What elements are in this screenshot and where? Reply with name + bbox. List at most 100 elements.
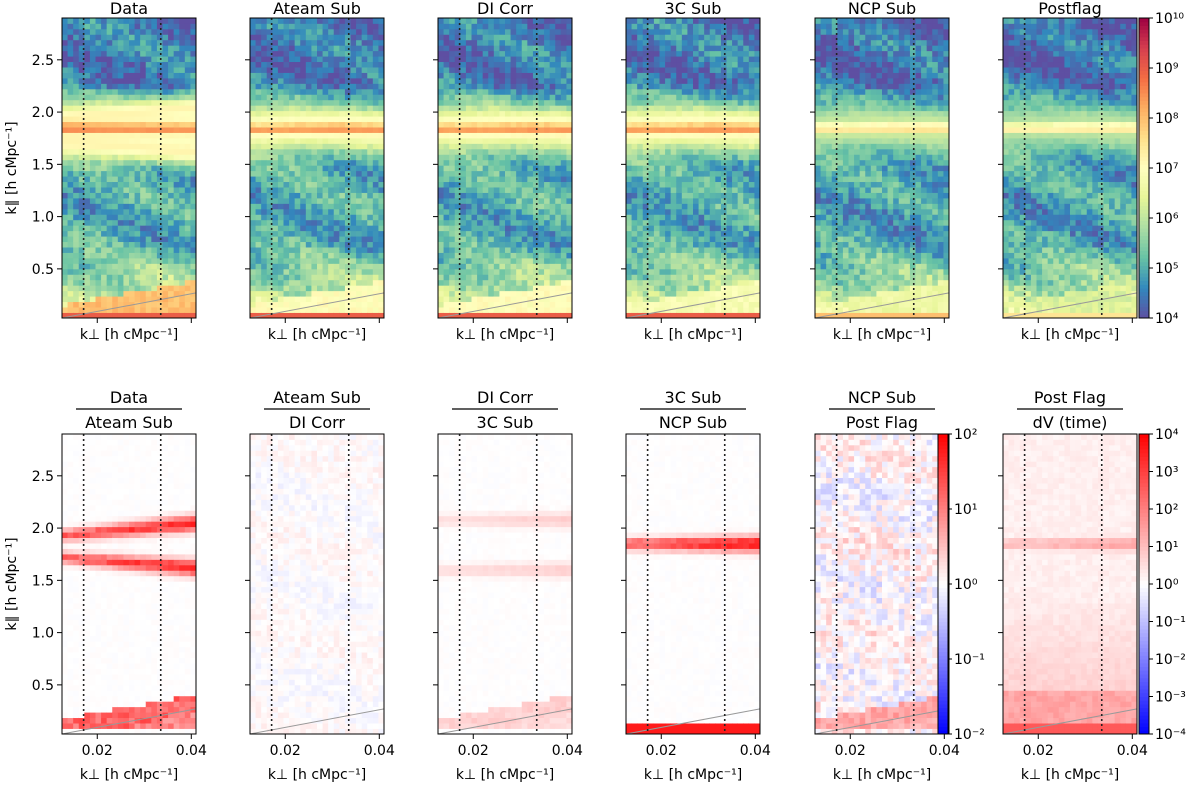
heatmap-cell [179, 187, 185, 193]
heatmap-cell [284, 203, 290, 209]
heatmap-cell [362, 193, 368, 199]
heatmap-cell [107, 116, 113, 122]
heatmap-cell [561, 193, 567, 199]
heatmap-cell [168, 193, 174, 199]
heatmap-cell [488, 258, 494, 264]
heatmap-cell [151, 242, 157, 248]
heatmap-cell [704, 187, 710, 193]
heatmap-cell [555, 236, 561, 242]
heatmap-cell [84, 274, 90, 280]
heatmap-cell [539, 40, 545, 46]
heatmap-cell [488, 56, 494, 62]
heatmap-cell [317, 89, 323, 95]
heatmap-cell [483, 269, 489, 275]
heatmap-cell [715, 138, 721, 144]
heatmap-cell [311, 89, 317, 95]
heatmap-cell [339, 127, 345, 133]
heatmap-cell [112, 127, 118, 133]
heatmap-cell [637, 78, 643, 84]
heatmap-cell [140, 138, 146, 144]
heatmap-cell [345, 220, 351, 226]
heatmap-cell [362, 73, 368, 79]
heatmap-cell [306, 198, 312, 204]
heatmap-cell [449, 154, 455, 160]
heatmap-cell [123, 193, 129, 199]
heatmap-cell [444, 138, 450, 144]
heatmap-cell [710, 143, 716, 149]
heatmap-cell [693, 274, 699, 280]
heatmap-cell [135, 165, 141, 171]
heatmap-cell [632, 302, 638, 308]
heatmap-cell [112, 231, 118, 237]
heatmap-cell [494, 269, 500, 275]
heatmap-cell [488, 29, 494, 35]
heatmap-cell [710, 236, 716, 242]
heatmap-cell [687, 73, 693, 79]
heatmap-cell [140, 236, 146, 242]
heatmap-cell [660, 149, 666, 155]
heatmap-cell [626, 67, 632, 73]
heatmap-cell [472, 149, 478, 155]
heatmap-cell [533, 258, 539, 264]
heatmap-cell [345, 198, 351, 204]
heatmap-cell [721, 263, 727, 269]
heatmap-cell [168, 154, 174, 160]
heatmap-cell [96, 291, 102, 297]
heatmap-cell [444, 165, 450, 171]
heatmap-cell [362, 100, 368, 106]
heatmap-cell [710, 307, 716, 313]
heatmap-cell [334, 143, 340, 149]
heatmap-cell [311, 225, 317, 231]
heatmap-cell [721, 149, 727, 155]
heatmap-cell [511, 193, 517, 199]
heatmap-cell [710, 23, 716, 29]
heatmap-cell [68, 302, 74, 308]
heatmap-cell [665, 62, 671, 68]
heatmap-cell [660, 111, 666, 117]
heatmap-cell [632, 214, 638, 220]
heatmap-cell [367, 18, 373, 24]
heatmap-cell [362, 51, 368, 57]
heatmap-cell [699, 165, 705, 171]
heatmap-cell [151, 105, 157, 111]
heatmap-cell [135, 122, 141, 128]
heatmap-cell [323, 51, 329, 57]
heatmap-cell [107, 280, 113, 286]
heatmap-cell [179, 193, 185, 199]
heatmap-cell [555, 105, 561, 111]
heatmap-cell [362, 56, 368, 62]
heatmap-cell [157, 193, 163, 199]
heatmap-cell [284, 40, 290, 46]
heatmap-cell [367, 285, 373, 291]
heatmap-cell [682, 253, 688, 259]
heatmap-cell [334, 269, 340, 275]
heatmap-cell [477, 220, 483, 226]
heatmap-cell [157, 83, 163, 89]
heatmap-cell [123, 236, 129, 242]
heatmap-cell [660, 133, 666, 139]
heatmap-cell [168, 302, 174, 308]
heatmap-cell [284, 116, 290, 122]
heatmap-cell [356, 133, 362, 139]
heatmap-cell [185, 203, 191, 209]
heatmap-cell [704, 100, 710, 106]
heatmap-cell [721, 291, 727, 297]
heatmap-cell [637, 149, 643, 155]
heatmap-cell [527, 269, 533, 275]
heatmap-cell [654, 51, 660, 57]
heatmap-cell [682, 83, 688, 89]
heatmap-cell [488, 296, 494, 302]
heatmap-cell [295, 220, 301, 226]
heatmap-cell [550, 45, 556, 51]
heatmap-cell [539, 198, 545, 204]
heatmap-cell [561, 133, 567, 139]
heatmap-cell [676, 127, 682, 133]
heatmap-cell [438, 242, 444, 248]
heatmap-cell [699, 160, 705, 166]
heatmap-cell [488, 209, 494, 215]
heatmap-cell [693, 67, 699, 73]
heatmap-cell [146, 274, 152, 280]
heatmap-cell [699, 220, 705, 226]
heatmap-cell [163, 73, 169, 79]
heatmap-cell [185, 73, 191, 79]
